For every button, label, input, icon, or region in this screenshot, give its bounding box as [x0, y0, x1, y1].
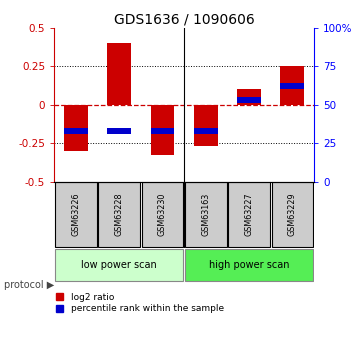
- FancyBboxPatch shape: [185, 249, 313, 281]
- Text: GSM63227: GSM63227: [245, 193, 253, 236]
- Bar: [194, 128, 218, 134]
- Text: high power scan: high power scan: [209, 260, 289, 270]
- Bar: [151, 105, 174, 156]
- Bar: [194, 105, 218, 146]
- FancyBboxPatch shape: [55, 249, 183, 281]
- FancyBboxPatch shape: [228, 182, 270, 247]
- Text: GSM63163: GSM63163: [201, 193, 210, 236]
- Bar: [64, 128, 88, 134]
- Bar: [64, 105, 88, 151]
- Legend: log2 ratio, percentile rank within the sample: log2 ratio, percentile rank within the s…: [56, 293, 223, 313]
- Text: GSM63230: GSM63230: [158, 193, 167, 236]
- Text: GSM63226: GSM63226: [71, 193, 80, 236]
- Text: low power scan: low power scan: [81, 260, 157, 270]
- Text: protocol ▶: protocol ▶: [4, 280, 54, 289]
- Bar: [237, 89, 261, 105]
- Text: GSM63229: GSM63229: [288, 193, 297, 236]
- Title: GDS1636 / 1090606: GDS1636 / 1090606: [114, 12, 255, 27]
- FancyBboxPatch shape: [271, 182, 313, 247]
- Bar: [280, 83, 304, 89]
- Text: GSM63228: GSM63228: [115, 193, 123, 236]
- Bar: [280, 66, 304, 105]
- FancyBboxPatch shape: [142, 182, 183, 247]
- Bar: [107, 43, 131, 105]
- FancyBboxPatch shape: [185, 182, 227, 247]
- Bar: [107, 128, 131, 134]
- Bar: [151, 128, 174, 134]
- FancyBboxPatch shape: [98, 182, 140, 247]
- FancyBboxPatch shape: [55, 182, 97, 247]
- Bar: [237, 97, 261, 103]
